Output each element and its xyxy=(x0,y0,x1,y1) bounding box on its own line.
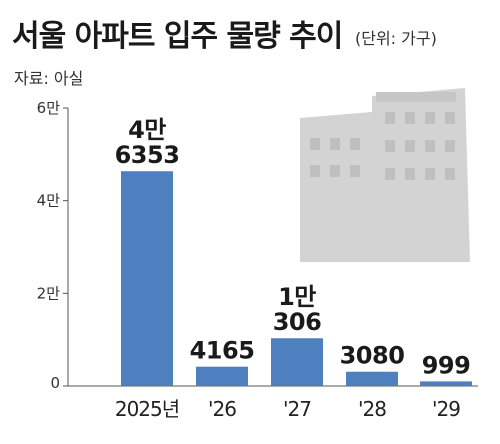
data-label: 1만 xyxy=(278,283,316,311)
data-label: 4165 xyxy=(190,337,255,365)
y-tick-label: 2만 xyxy=(37,284,61,302)
y-tick-label: 4만 xyxy=(37,192,61,210)
apartment-buildings-illustration xyxy=(300,88,470,262)
bar xyxy=(271,338,323,386)
data-label: 3080 xyxy=(340,342,405,370)
bar xyxy=(121,171,173,386)
category-label: '29 xyxy=(432,397,460,421)
data-label: 999 xyxy=(422,351,471,379)
unit-label: (단위: 가구) xyxy=(355,29,437,48)
category-label: '27 xyxy=(283,397,311,421)
category-label: '28 xyxy=(358,397,386,421)
category-label: 2025년 xyxy=(115,397,179,421)
data-label: 4만 xyxy=(128,116,166,144)
bar xyxy=(196,366,248,386)
bars xyxy=(121,171,472,386)
bar xyxy=(420,381,472,386)
data-label: 6353 xyxy=(115,141,180,169)
data-label: 306 xyxy=(273,308,322,336)
source-label: 자료: 아실 xyxy=(14,69,83,88)
y-tick-label: 6만 xyxy=(37,99,61,117)
chart-title: 서울 아파트 입주 물량 추이 xyxy=(12,19,342,54)
category-label: '26 xyxy=(208,397,236,421)
category-labels: 2025년 '26 '27 '28 '29 xyxy=(115,397,461,421)
bar xyxy=(346,371,398,386)
y-tick-label: 0 xyxy=(50,374,60,392)
y-ticks: 0 2만 4만 6만 xyxy=(37,99,68,392)
